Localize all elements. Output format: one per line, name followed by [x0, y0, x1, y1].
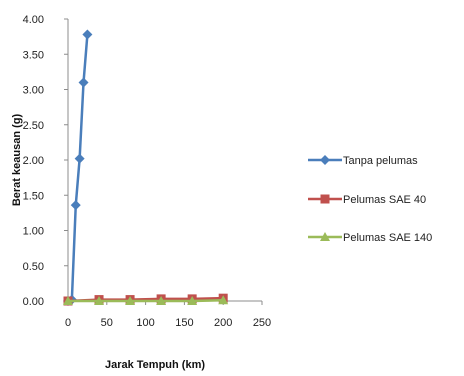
data-point [187, 296, 198, 305]
y-tick-label: 3.50 [23, 49, 44, 61]
legend-label: Pelumas SAE 40 [343, 194, 426, 206]
x-axis-ticks: 0 50 100 150 200 250 [65, 301, 271, 329]
x-tick-label: 50 [101, 317, 113, 329]
data-point [63, 296, 73, 305]
x-tick-label: 150 [175, 317, 193, 329]
x-tick-label: 0 [65, 317, 71, 329]
y-tick-label: 2.50 [23, 120, 44, 132]
data-point [125, 296, 136, 305]
y-tick-label: 2.00 [23, 155, 44, 167]
x-tick-label: 250 [253, 317, 271, 329]
data-point [94, 296, 105, 305]
data-point [70, 200, 81, 211]
data-point [82, 29, 93, 40]
data-point [74, 153, 85, 164]
series-line [67, 34, 89, 303]
data-point [78, 77, 89, 88]
series-line [68, 299, 224, 303]
series-layer [63, 29, 229, 306]
legend-item: Tanpa pelumas [308, 155, 418, 167]
y-tick-label: 1.00 [23, 226, 44, 238]
legend-label: Tanpa pelumas [343, 155, 418, 167]
legend-marker [320, 194, 330, 204]
y-tick-label: 3.00 [23, 85, 44, 97]
x-tick-label: 200 [214, 317, 232, 329]
legend-item: Pelumas SAE 40 [308, 194, 426, 206]
y-axis-ticks: 0.00 0.50 1.00 1.50 2.00 2.50 3.00 3.50 4.00 [23, 14, 68, 308]
legend-marker [320, 232, 330, 241]
data-point [156, 296, 167, 305]
legend-label: Pelumas SAE 140 [343, 232, 432, 244]
series-1 [63, 29, 93, 306]
legend-marker [320, 155, 330, 165]
series-3 [63, 295, 229, 305]
x-axis-title: Jarak Tempuh (km) [105, 359, 205, 371]
legend-item: Pelumas SAE 140 [308, 232, 432, 244]
x-tick-label: 100 [136, 317, 154, 329]
data-point [218, 295, 229, 305]
y-tick-label: 0.00 [23, 296, 44, 308]
y-axis-title: Berat keausan (g) [11, 114, 23, 207]
legend: Tanpa pelumas Pelumas SAE 40 Pelumas SAE 1… [308, 155, 432, 244]
y-tick-label: 1.50 [23, 190, 44, 202]
y-tick-label: 4.00 [23, 14, 44, 26]
y-tick-label: 0.50 [23, 261, 44, 273]
